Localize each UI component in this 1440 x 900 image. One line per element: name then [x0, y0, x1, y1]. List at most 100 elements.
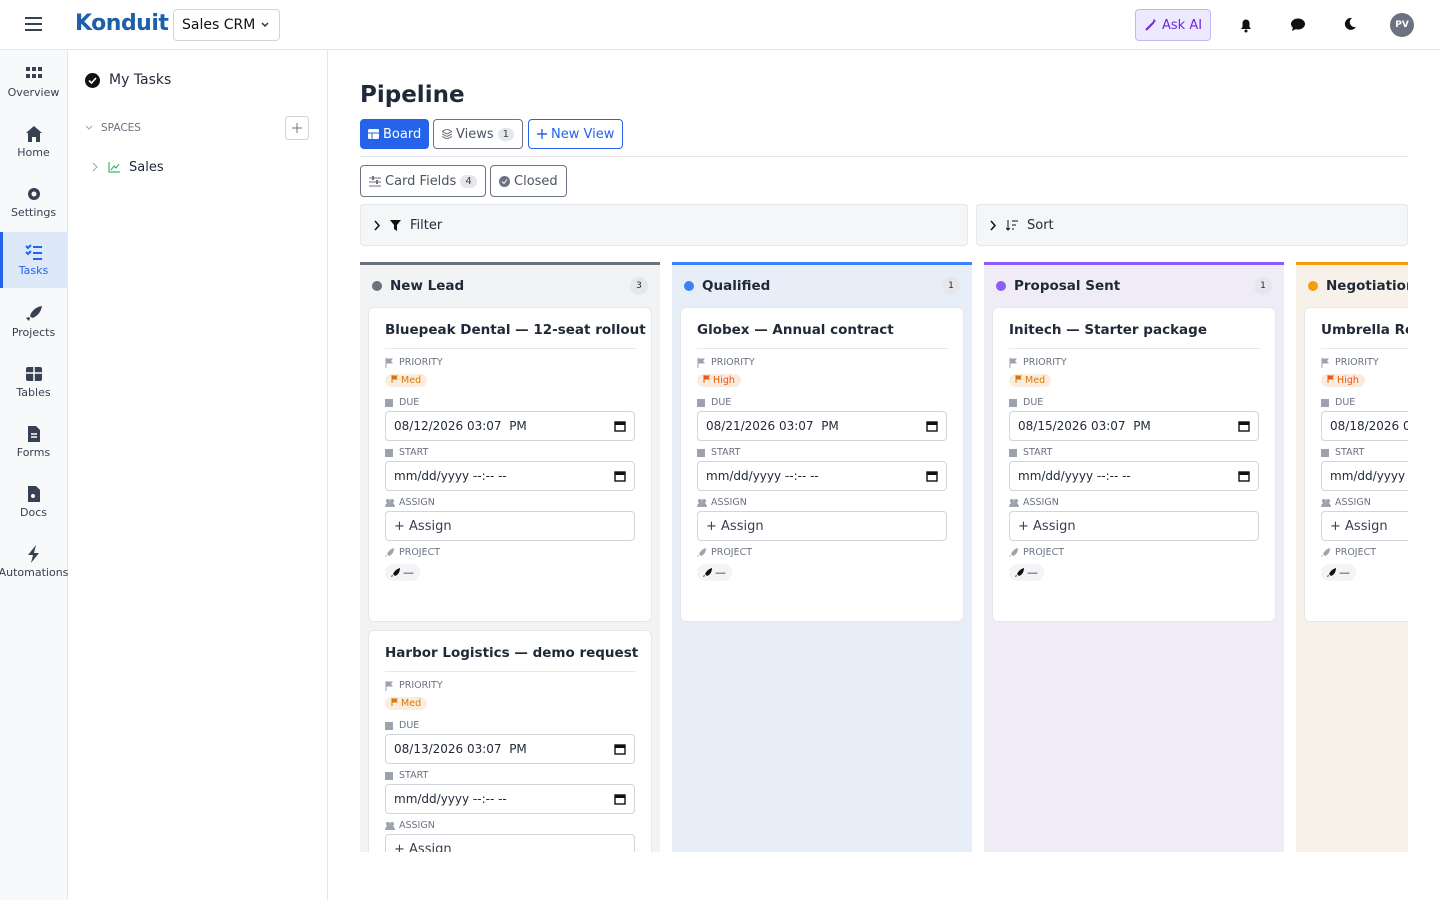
ask-ai-label: Ask AI: [1162, 17, 1203, 33]
status-dot: [996, 281, 1006, 291]
rail-item[interactable]: Docs: [0, 474, 67, 530]
task-card[interactable]: Bluepeak Dental — 12-seat rollout PRIORIT…: [368, 307, 652, 622]
priority-label: Med: [401, 698, 422, 709]
workspace-select[interactable]: Sales CRM: [173, 9, 281, 41]
priority-pill[interactable]: Med: [1009, 374, 1052, 387]
field-label: DUE: [1321, 397, 1408, 408]
filter-icon: [390, 219, 401, 231]
start-input[interactable]: mm/dd/yyyy --:-- --: [697, 461, 947, 491]
rail-item[interactable]: Tasks: [0, 232, 67, 288]
assign-button[interactable]: + Assign: [1009, 511, 1259, 541]
spaces-heading[interactable]: SPACES: [85, 122, 141, 134]
calendar-icon[interactable]: [926, 420, 938, 432]
due-input[interactable]: 08/12/2026 03:07 PM: [385, 411, 635, 441]
field-icon: [385, 547, 394, 557]
field-label-text: ASSIGN: [399, 497, 435, 508]
assign-button[interactable]: + Assign: [385, 834, 635, 852]
ask-ai-button[interactable]: Ask AI: [1135, 9, 1212, 41]
status-dot: [372, 281, 382, 291]
calendar-icon[interactable]: [926, 470, 938, 482]
task-card[interactable]: Initech — Starter package PRIORITY Med DUE…: [992, 307, 1276, 622]
column-header: Proposal Sent 1: [984, 265, 1284, 307]
project-chip[interactable]: —: [1009, 564, 1044, 581]
card-fields-label: Card Fields: [385, 173, 457, 189]
priority-pill[interactable]: High: [697, 374, 741, 387]
start-input[interactable]: mm/dd/yyyy --:-- --: [385, 784, 635, 814]
brand-logo[interactable]: Konduit: [75, 11, 169, 36]
field-label: START: [1009, 447, 1259, 458]
due-value: 08/18/2026 03:07 PM: [1330, 419, 1408, 433]
rail-item[interactable]: Overview: [0, 54, 67, 110]
assign-button[interactable]: + Assign: [385, 511, 635, 541]
rail-item[interactable]: Automations: [0, 534, 68, 590]
sort-panel[interactable]: Sort: [976, 204, 1408, 246]
project-value: —: [1339, 566, 1350, 579]
theme-icon[interactable]: [1343, 17, 1357, 31]
menu-icon[interactable]: [25, 16, 43, 32]
column-header: New Lead 3: [360, 265, 660, 307]
field-label: ASSIGN: [1009, 497, 1259, 508]
calendar-icon[interactable]: [614, 793, 626, 805]
chat-icon[interactable]: [1290, 17, 1306, 32]
due-input[interactable]: 08/15/2026 03:07 PM: [1009, 411, 1259, 441]
rail-item[interactable]: Home: [0, 114, 67, 170]
rocket-icon: [1015, 568, 1024, 577]
field-label: PRIORITY: [1321, 357, 1408, 368]
flag-icon: [391, 375, 398, 383]
field-icon: [1321, 448, 1329, 457]
view-tab[interactable]: Board: [360, 119, 430, 149]
rail-item[interactable]: Forms: [0, 414, 67, 470]
notifications-icon[interactable]: [1239, 17, 1253, 33]
priority-pill[interactable]: Med: [385, 374, 428, 387]
rail-icon: [24, 243, 43, 261]
view-tab[interactable]: Views 1: [433, 119, 523, 149]
project-chip[interactable]: —: [1321, 564, 1356, 581]
wand-icon: [1145, 19, 1156, 31]
sort-label: Sort: [1027, 217, 1054, 233]
card-fields-button[interactable]: Card Fields 4: [360, 165, 486, 197]
due-input[interactable]: 08/21/2026 03:07 PM: [697, 411, 947, 441]
field-label: ASSIGN: [697, 497, 947, 508]
view-count: 1: [497, 127, 514, 141]
flag-icon: [391, 698, 398, 706]
priority-label: High: [1337, 375, 1359, 386]
task-card[interactable]: Umbrella Retail PRIORITY High DUE 08/18/202…: [1304, 307, 1408, 622]
priority-pill[interactable]: Med: [385, 697, 428, 710]
field-label-text: ASSIGN: [1335, 497, 1371, 508]
avatar[interactable]: PV: [1390, 13, 1414, 37]
task-card[interactable]: Harbor Logistics — demo request PRIORITY …: [368, 630, 652, 852]
calendar-icon[interactable]: [614, 743, 626, 755]
start-input[interactable]: mm/dd/yyyy --:-- --: [1321, 461, 1408, 491]
assign-button[interactable]: + Assign: [697, 511, 947, 541]
calendar-icon[interactable]: [614, 470, 626, 482]
field-icon: [385, 771, 393, 780]
start-input[interactable]: mm/dd/yyyy --:-- --: [385, 461, 635, 491]
due-input[interactable]: 08/18/2026 03:07 PM: [1321, 411, 1408, 441]
field-icon: [1321, 547, 1330, 557]
add-space-button[interactable]: [285, 116, 309, 140]
field-icon: [1009, 547, 1018, 557]
rail-item[interactable]: Settings: [0, 174, 67, 230]
start-input[interactable]: mm/dd/yyyy --:-- --: [1009, 461, 1259, 491]
closed-toggle[interactable]: Closed: [490, 165, 567, 197]
space-item[interactable]: Sales: [91, 156, 164, 178]
project-chip[interactable]: —: [385, 564, 420, 581]
rail-item[interactable]: Tables: [0, 354, 67, 410]
view-tab[interactable]: New View: [528, 119, 624, 149]
filter-panel[interactable]: Filter: [360, 204, 968, 246]
project-chip[interactable]: —: [697, 564, 732, 581]
priority-pill[interactable]: High: [1321, 374, 1365, 387]
calendar-icon[interactable]: [614, 420, 626, 432]
card-title: Umbrella Retail: [1321, 322, 1408, 349]
rocket-icon: [1327, 568, 1336, 577]
due-input[interactable]: 08/13/2026 03:07 PM: [385, 734, 635, 764]
column-header: Negotiation: [1296, 265, 1408, 307]
view-label: New View: [551, 126, 615, 142]
my-tasks-link[interactable]: My Tasks: [85, 72, 171, 88]
calendar-icon[interactable]: [1238, 420, 1250, 432]
calendar-icon[interactable]: [1238, 470, 1250, 482]
rail-item[interactable]: Projects: [0, 294, 67, 350]
task-card[interactable]: Globex — Annual contract PRIORITY High DUE…: [680, 307, 964, 622]
assign-button[interactable]: + Assign: [1321, 511, 1408, 541]
